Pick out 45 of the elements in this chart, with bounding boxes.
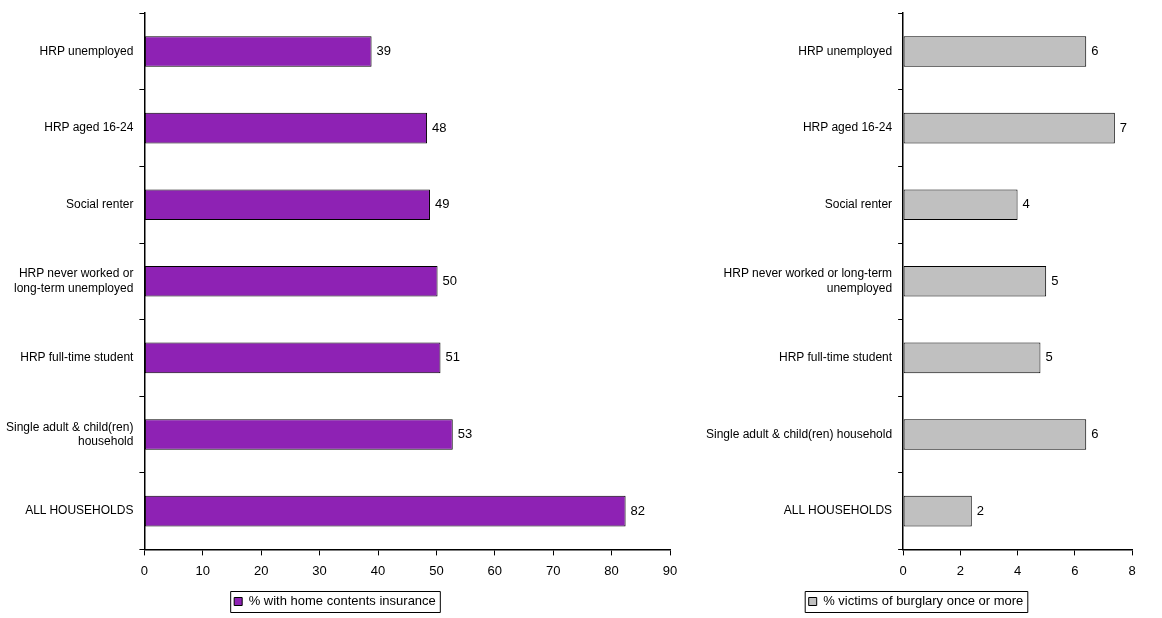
data-label: 39 bbox=[376, 43, 392, 59]
y-tick-label: HRP full-time student bbox=[778, 350, 893, 365]
legend-label: % victims of burglary once or more bbox=[823, 593, 1024, 609]
y-tick-label: HRP unemployed bbox=[798, 43, 893, 58]
x-tick-label: 2 bbox=[956, 562, 964, 578]
x-tick-label: 80 bbox=[604, 562, 619, 578]
x-tick-label: 20 bbox=[253, 562, 269, 578]
y-tick-label: ALL HOUSEHOLDS bbox=[783, 503, 893, 518]
x-tick-label: 90 bbox=[662, 562, 678, 578]
y-tick-label: Social renter bbox=[66, 197, 134, 212]
legend-label: % with home contents insurance bbox=[248, 593, 436, 609]
x-tick-label: 50 bbox=[429, 562, 444, 578]
x-tick-label: 0 bbox=[140, 562, 149, 578]
x-tick-label: 30 bbox=[312, 562, 327, 578]
data-label: 49 bbox=[434, 196, 450, 212]
y-tick-label: Single adult & child(ren) household bbox=[705, 426, 893, 441]
x-tick-label: 0 bbox=[899, 562, 907, 578]
x-tick-label: 6 bbox=[1071, 562, 1079, 578]
y-tick-label: HRP unemployed bbox=[39, 43, 134, 58]
y-tick-label: HRP never worked or long-term unemployed bbox=[13, 266, 134, 295]
data-label: 5 bbox=[1051, 272, 1059, 288]
data-label: 51 bbox=[445, 349, 460, 365]
data-label: 2 bbox=[976, 502, 985, 518]
y-tick-label: HRP aged 16-24 bbox=[802, 120, 893, 135]
x-tick-label: 70 bbox=[545, 562, 561, 578]
y-tick-label: HRP never worked or long-term unemployed bbox=[723, 266, 893, 295]
data-label: 53 bbox=[457, 426, 473, 442]
y-tick-label: HRP aged 16-24 bbox=[44, 120, 134, 135]
x-tick-label: 40 bbox=[370, 562, 386, 578]
data-label: 5 bbox=[1045, 349, 1053, 365]
y-tick-label: Social renter bbox=[824, 197, 893, 212]
x-tick-label: 8 bbox=[1128, 562, 1136, 578]
data-label: 48 bbox=[432, 119, 447, 135]
data-label: 6 bbox=[1091, 426, 1099, 442]
x-tick-label: 60 bbox=[487, 562, 503, 578]
data-label: 7 bbox=[1119, 119, 1128, 135]
data-label: 82 bbox=[630, 502, 646, 518]
y-tick-label: HRP full-time student bbox=[20, 350, 135, 365]
y-tick-label: ALL HOUSEHOLDS bbox=[25, 503, 134, 518]
data-label: 6 bbox=[1091, 43, 1099, 59]
x-tick-label: 10 bbox=[195, 562, 211, 578]
x-tick-label: 4 bbox=[1013, 562, 1022, 578]
data-label: 50 bbox=[442, 272, 458, 288]
data-label: 4 bbox=[1022, 196, 1030, 212]
y-tick-label: Single adult & child(ren) household bbox=[5, 419, 134, 449]
